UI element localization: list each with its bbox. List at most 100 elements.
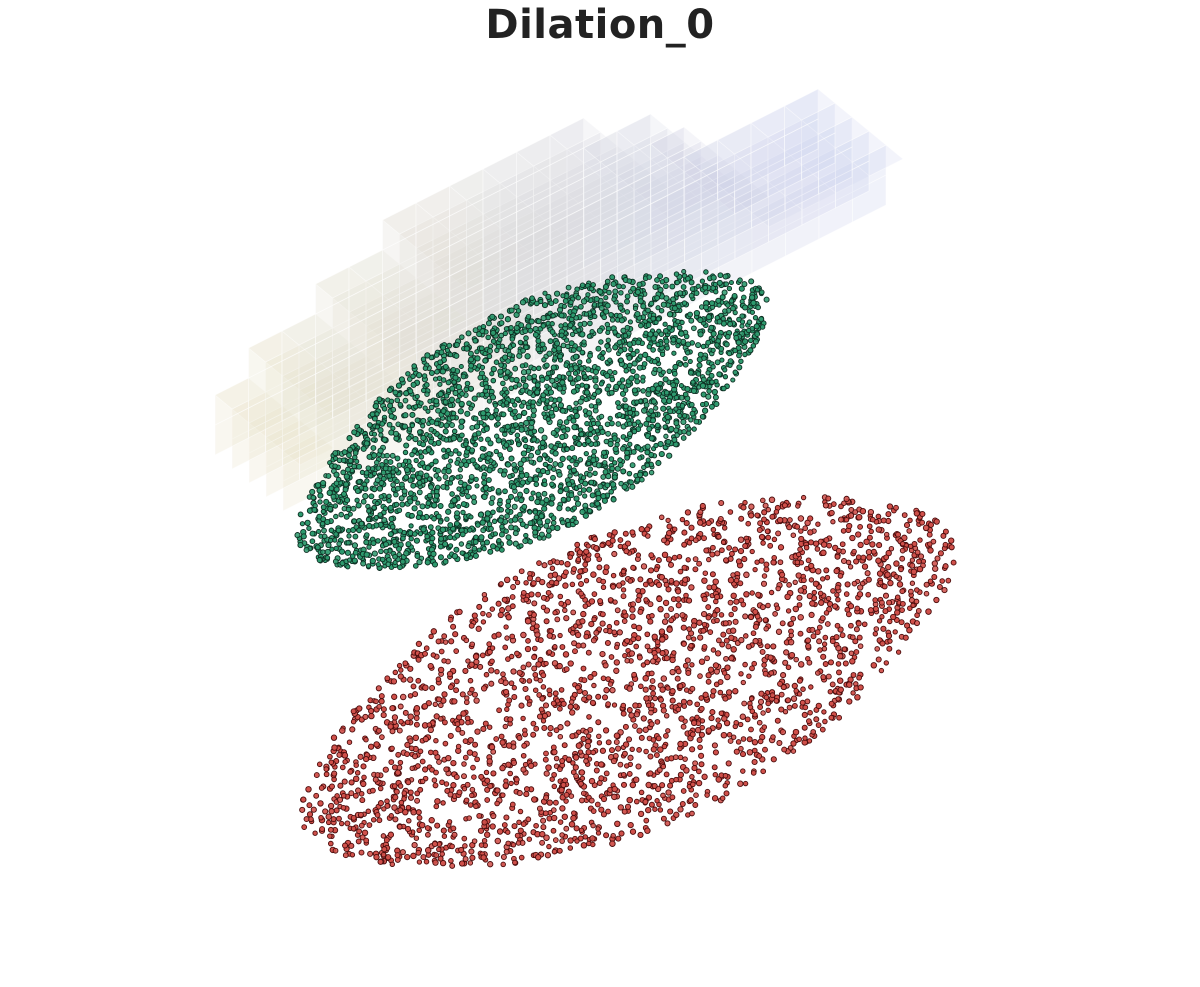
red-point — [494, 800, 500, 807]
green-point — [586, 333, 592, 339]
red-point — [689, 662, 695, 668]
green-point — [583, 450, 589, 457]
red-point — [559, 758, 566, 764]
green-point — [587, 320, 593, 327]
red-point — [902, 634, 909, 641]
red-point — [455, 743, 462, 750]
red-point — [752, 608, 759, 615]
red-point — [685, 557, 691, 563]
red-point — [808, 562, 815, 570]
red-point — [765, 707, 771, 713]
green-point — [595, 388, 602, 395]
red-point — [654, 639, 661, 645]
green-point — [547, 338, 554, 345]
red-point — [565, 756, 572, 763]
green-point — [562, 322, 568, 328]
green-point — [366, 422, 373, 428]
red-point — [373, 853, 380, 861]
green-point — [629, 483, 636, 490]
red-point — [779, 728, 787, 736]
red-point — [942, 528, 949, 535]
red-point — [810, 633, 817, 640]
green-point — [550, 515, 557, 521]
red-point — [443, 766, 450, 773]
green-point — [352, 533, 359, 540]
green-point — [523, 438, 529, 444]
green-point — [538, 513, 545, 520]
red-point — [511, 823, 518, 830]
red-point — [573, 773, 579, 779]
red-point — [331, 770, 338, 777]
green-point — [596, 327, 604, 334]
red-point — [906, 627, 913, 634]
red-point — [341, 778, 348, 785]
green-point — [669, 283, 676, 290]
red-point — [574, 684, 581, 691]
green-point — [459, 531, 466, 538]
red-point — [578, 590, 584, 597]
green-point — [437, 359, 444, 366]
green-point — [605, 329, 611, 336]
green-point — [611, 296, 617, 302]
red-point — [898, 619, 905, 626]
green-point — [634, 399, 640, 405]
red-point — [568, 821, 576, 828]
red-point — [636, 727, 643, 734]
red-point — [885, 564, 892, 571]
red-point — [761, 724, 768, 730]
red-point — [567, 554, 573, 560]
green-point — [381, 406, 388, 412]
green-point — [371, 486, 378, 493]
red-point — [899, 555, 906, 562]
red-point — [617, 761, 624, 768]
green-point — [759, 289, 765, 296]
red-point — [422, 766, 429, 773]
red-point — [755, 591, 762, 598]
red-point — [942, 563, 949, 570]
red-point — [680, 788, 687, 794]
red-point — [909, 562, 916, 569]
green-point — [541, 505, 548, 512]
red-point — [750, 770, 757, 776]
red-point — [886, 599, 893, 606]
green-point-cloud — [294, 268, 770, 571]
red-point — [745, 520, 751, 527]
red-point — [446, 670, 454, 678]
red-point — [411, 841, 418, 849]
green-point — [512, 408, 518, 415]
red-point — [447, 684, 454, 691]
red-point — [483, 769, 490, 776]
red-point — [510, 668, 517, 675]
red-point — [609, 687, 616, 694]
red-point — [757, 738, 764, 745]
green-point — [477, 511, 484, 518]
green-point — [551, 466, 557, 472]
red-point — [453, 678, 460, 685]
red-point — [444, 787, 451, 794]
red-point — [633, 711, 640, 718]
red-point — [620, 771, 627, 778]
green-point — [420, 515, 426, 521]
red-point — [855, 531, 862, 538]
green-point — [577, 359, 583, 365]
red-point — [700, 627, 707, 634]
red-point — [435, 638, 442, 645]
red-point — [727, 738, 734, 744]
red-point — [894, 609, 901, 616]
green-point — [535, 318, 542, 325]
red-point — [869, 541, 876, 548]
red-point — [398, 799, 405, 806]
red-point — [686, 597, 693, 604]
red-point — [363, 756, 370, 763]
red-point — [580, 665, 587, 672]
red-point — [815, 521, 821, 527]
red-point — [611, 785, 618, 793]
green-point — [586, 471, 593, 478]
red-point — [723, 719, 731, 727]
red-point — [690, 719, 698, 727]
red-point — [817, 647, 823, 653]
red-point — [870, 516, 876, 523]
red-point — [721, 525, 728, 531]
red-point — [655, 557, 662, 564]
red-point — [598, 761, 605, 768]
